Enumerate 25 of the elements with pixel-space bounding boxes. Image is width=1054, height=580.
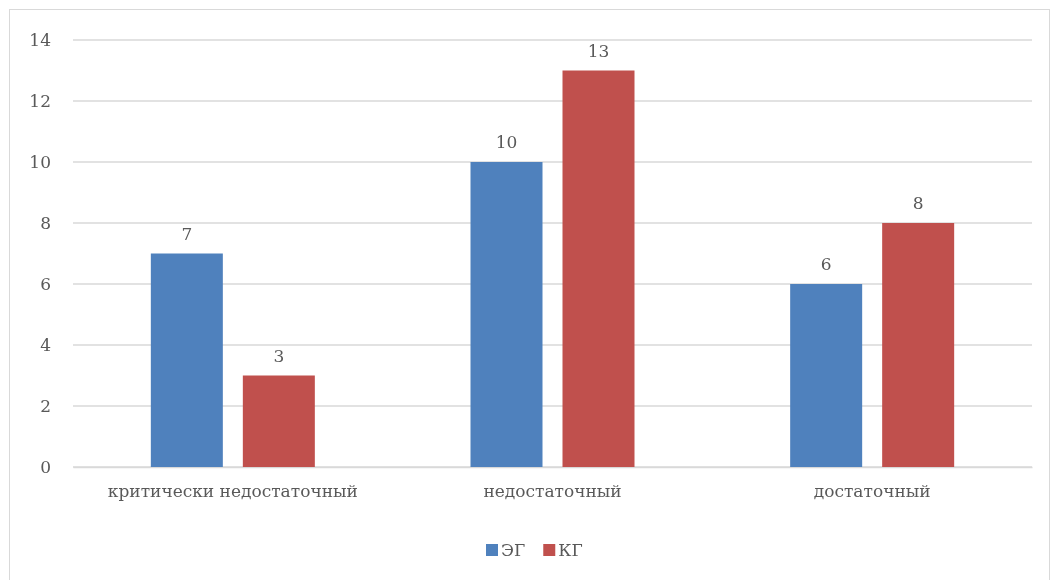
bar [242, 375, 315, 467]
y-tick-label: 4 [40, 334, 51, 355]
data-label: 7 [181, 223, 193, 244]
x-tick-label: достаточный [813, 481, 931, 502]
data-label: 6 [820, 254, 832, 274]
data-label: 13 [587, 40, 610, 61]
y-tick-label: 14 [29, 29, 51, 50]
bar [150, 253, 223, 467]
legend-label: ЭГ [501, 540, 526, 560]
data-label: 10 [495, 132, 518, 152]
bar [470, 162, 543, 467]
y-tick-label: 12 [29, 90, 51, 111]
bar [790, 284, 863, 467]
legend-label: КГ [558, 540, 583, 560]
data-label: 8 [912, 193, 924, 213]
y-tick-label: 10 [29, 151, 51, 172]
x-tick-label: недостаточный [483, 481, 622, 502]
y-tick-label: 0 [40, 456, 51, 477]
y-tick-label: 8 [40, 212, 51, 233]
data-label: 3 [273, 345, 285, 366]
bar [882, 223, 955, 467]
bar [562, 70, 635, 467]
y-tick-label: 2 [40, 395, 51, 416]
x-tick-label: критически недостаточный [107, 481, 358, 502]
y-tick-label: 6 [40, 273, 51, 294]
